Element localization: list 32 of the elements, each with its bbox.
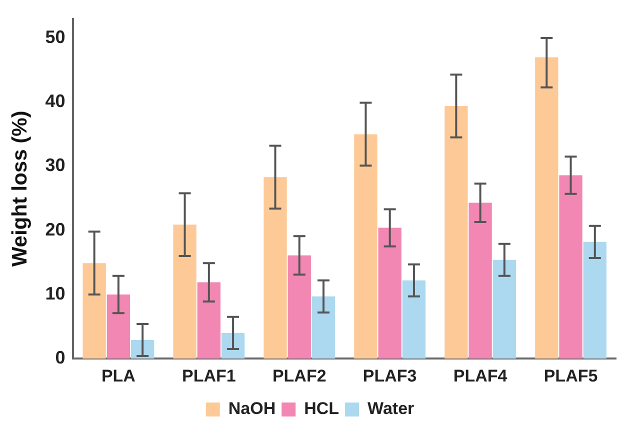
legend-label: NaOH bbox=[228, 399, 276, 418]
x-tick-label: PLAF5 bbox=[544, 366, 598, 386]
bar bbox=[264, 177, 287, 359]
y-tick-label: 50 bbox=[45, 27, 66, 48]
bar bbox=[535, 57, 558, 359]
bar bbox=[468, 202, 492, 359]
bar bbox=[288, 255, 311, 359]
bar bbox=[106, 294, 130, 359]
y-tick-label: 30 bbox=[45, 155, 66, 176]
bar bbox=[354, 134, 378, 359]
x-tick-label: PLAF4 bbox=[453, 366, 508, 386]
legend-label: HCL bbox=[304, 399, 340, 418]
x-tick-label: PLAF1 bbox=[182, 366, 236, 386]
bar bbox=[444, 106, 468, 359]
x-tick-label: PLA bbox=[101, 366, 136, 386]
y-tick-label: 20 bbox=[45, 219, 66, 240]
x-tick-label: PLAF3 bbox=[362, 366, 417, 386]
bar bbox=[173, 224, 196, 359]
y-axis-title: Weight loss (%) bbox=[8, 110, 32, 267]
y-tick-label: 40 bbox=[45, 91, 66, 112]
bar bbox=[402, 280, 426, 359]
y-tick-label: 10 bbox=[45, 283, 66, 304]
bar bbox=[312, 296, 336, 359]
bar bbox=[82, 263, 106, 359]
bar bbox=[197, 282, 220, 359]
x-tick-label: PLAF2 bbox=[272, 366, 326, 386]
y-tick-label: 0 bbox=[55, 348, 66, 368]
bar bbox=[559, 175, 582, 359]
bar bbox=[583, 242, 606, 359]
bar bbox=[378, 228, 402, 359]
bar bbox=[492, 260, 516, 359]
legend-label: Water bbox=[368, 399, 415, 418]
